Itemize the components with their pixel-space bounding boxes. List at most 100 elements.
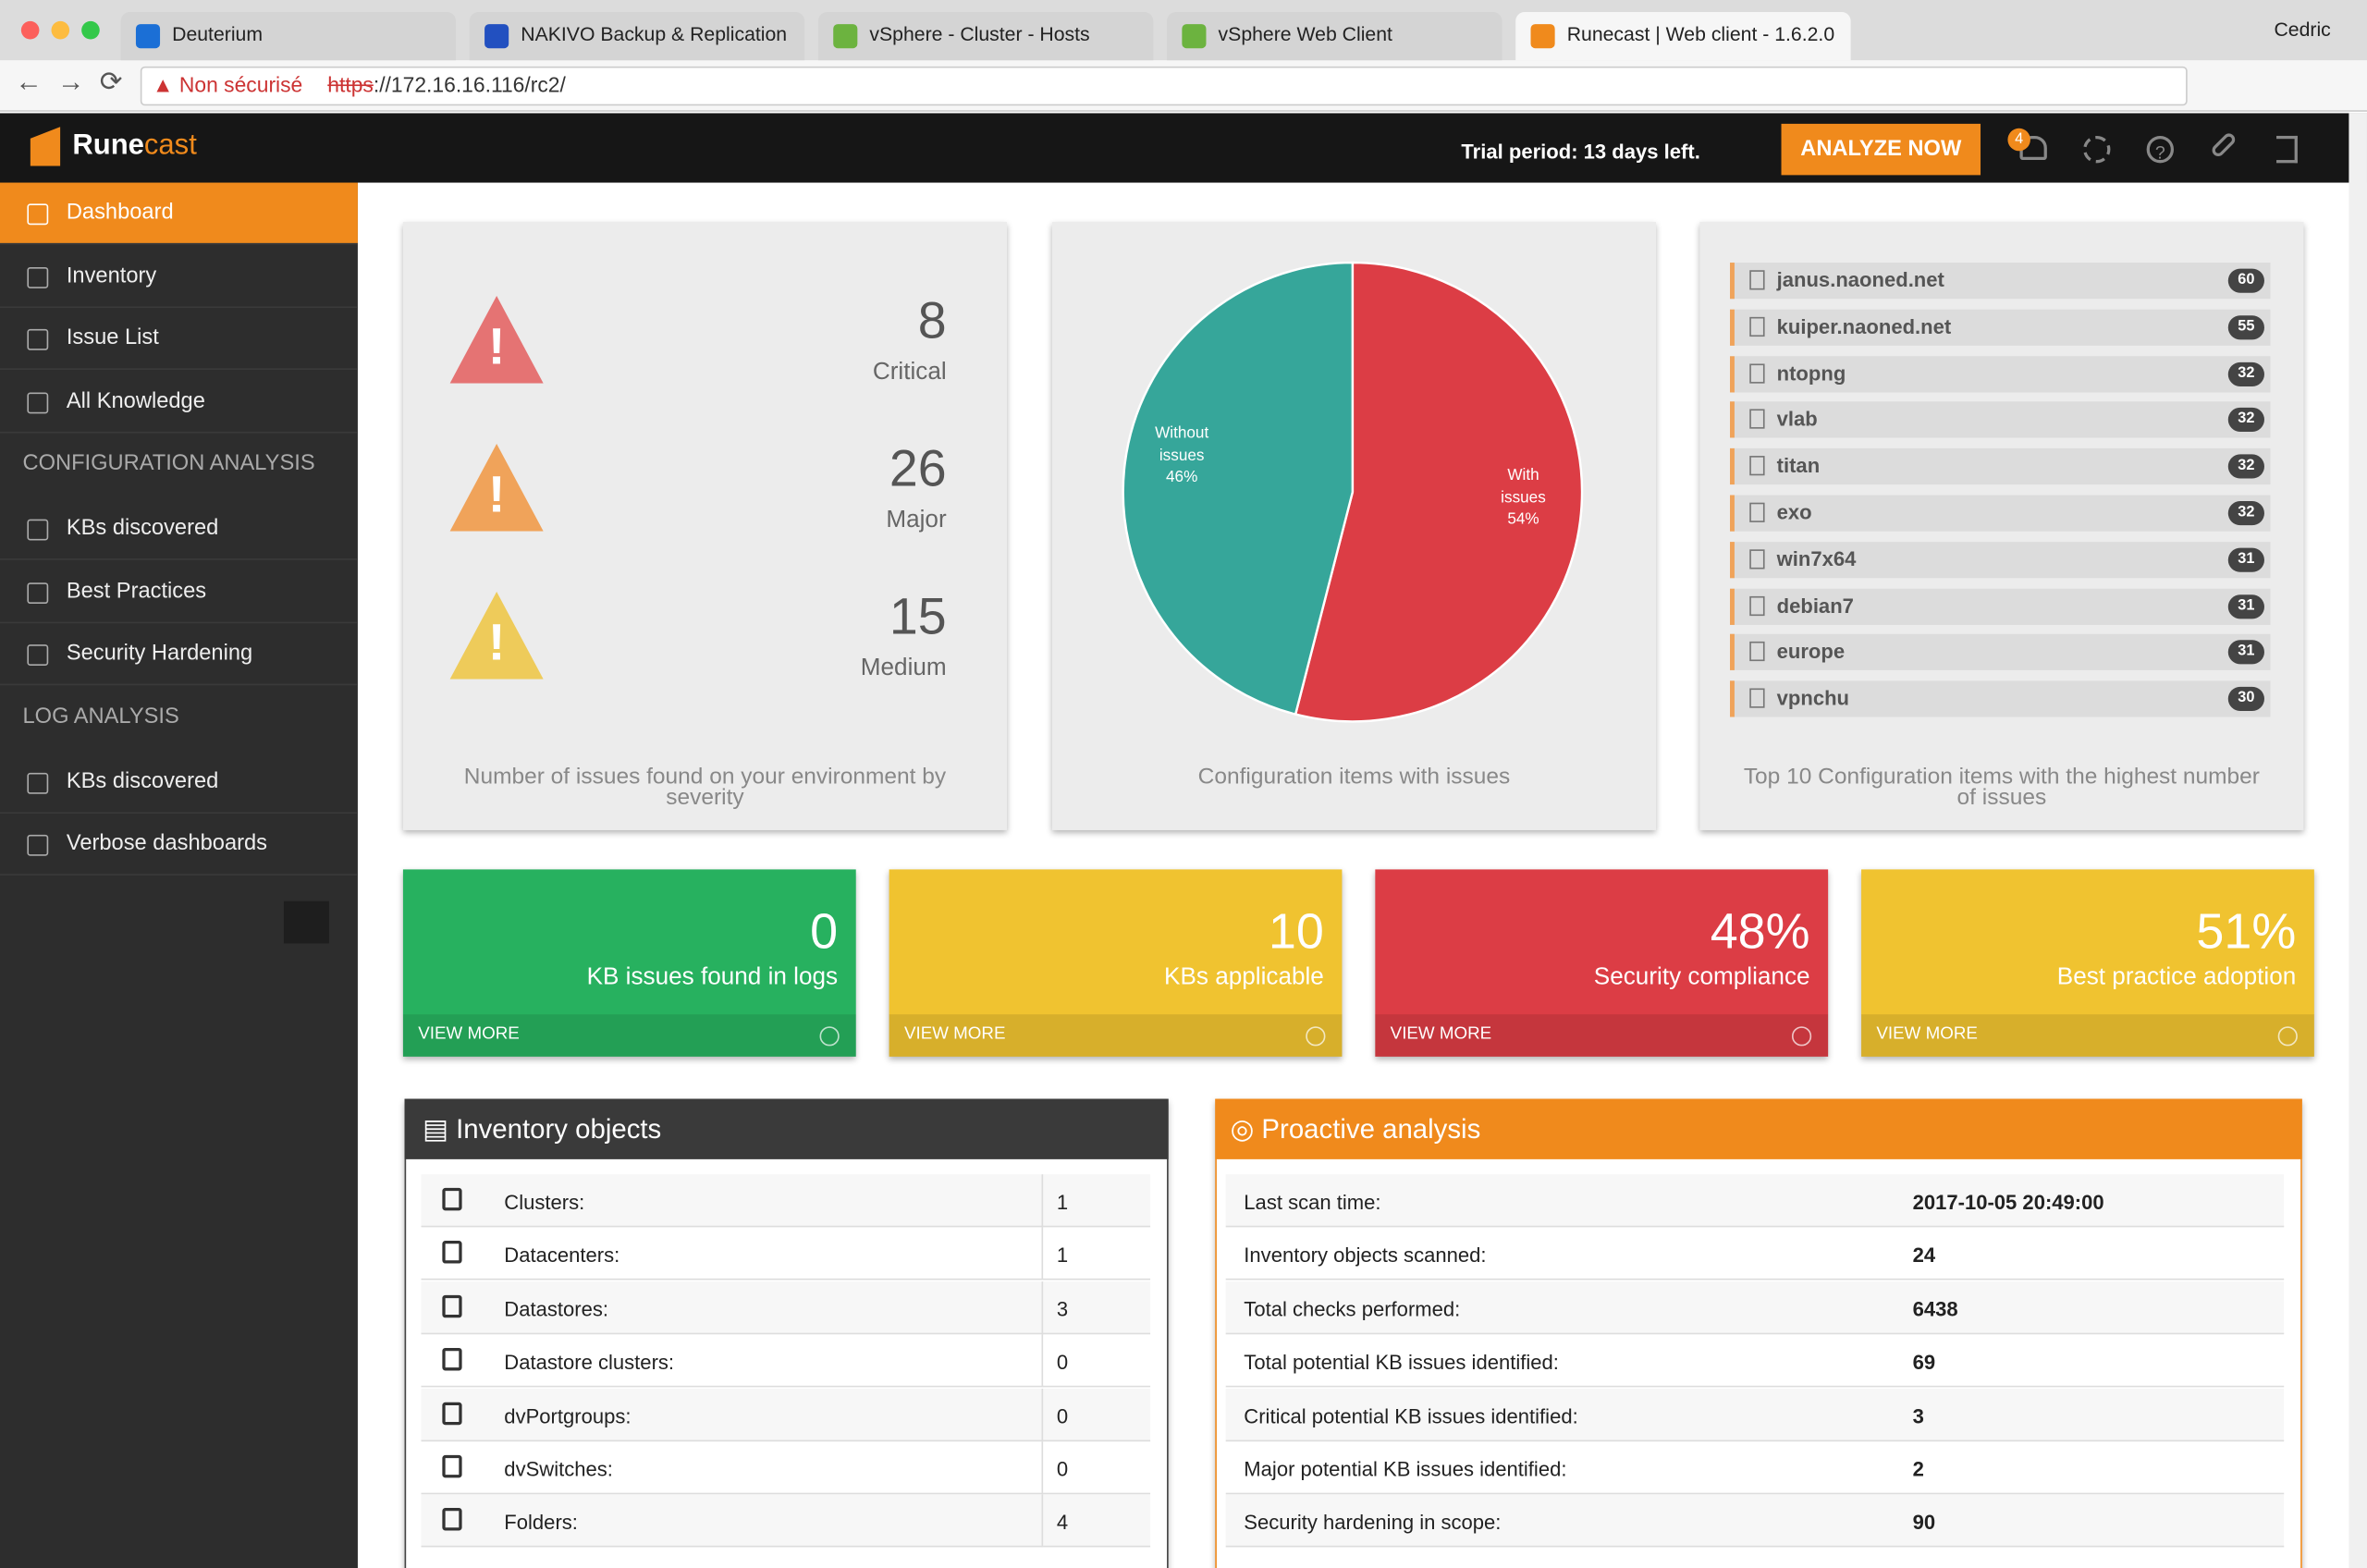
col-divider bbox=[1041, 1494, 1044, 1549]
sidebar-icon bbox=[27, 328, 49, 350]
tile-value: 0 bbox=[810, 902, 839, 959]
table-row bbox=[1225, 1388, 2285, 1441]
top10-name[interactable]: titan bbox=[1776, 454, 1821, 478]
row-label: Datastore clusters: bbox=[504, 1351, 675, 1375]
table-row bbox=[421, 1441, 1151, 1495]
sidebar-item[interactable]: KBs discovered bbox=[0, 751, 358, 814]
table-row bbox=[421, 1228, 1151, 1281]
tab-icon bbox=[135, 24, 161, 49]
top10-count: 30 bbox=[2227, 687, 2264, 712]
inventory-title: Inventory objects bbox=[456, 1113, 662, 1145]
max-dot[interactable] bbox=[81, 20, 100, 40]
row-value: 90 bbox=[1912, 1511, 1936, 1535]
sidebar-item[interactable]: Issue List bbox=[0, 308, 358, 370]
close-dot[interactable] bbox=[20, 20, 40, 40]
row-value: 2 bbox=[1912, 1458, 1924, 1481]
sidebar-section: CONFIGURATION ANALYSIS bbox=[22, 451, 315, 476]
top10-count: 31 bbox=[2227, 640, 2264, 666]
sidebar-item[interactable]: All Knowledge bbox=[0, 371, 358, 433]
sidebar-item[interactable]: KBs discovered bbox=[0, 498, 358, 560]
tile-link[interactable]: VIEW MORE bbox=[1876, 1024, 1978, 1044]
col-divider bbox=[1041, 1334, 1044, 1388]
top10-icon bbox=[1749, 316, 1765, 337]
top10-icon bbox=[1749, 502, 1765, 522]
top10-count: 32 bbox=[2227, 501, 2264, 526]
top10-row bbox=[1730, 309, 2271, 346]
row-value: 24 bbox=[1912, 1243, 1936, 1268]
sidebar-icon bbox=[27, 772, 49, 793]
top10-count: 55 bbox=[2227, 314, 2264, 340]
top10-name[interactable]: kuiper.naoned.net bbox=[1776, 314, 1952, 338]
user: Cedric bbox=[2274, 18, 2331, 42]
top10-name[interactable]: exo bbox=[1776, 501, 1812, 524]
sidebar-section: LOG ANALYSIS bbox=[22, 704, 179, 729]
top10-icon bbox=[1749, 270, 1765, 290]
tile-arrow bbox=[819, 1026, 840, 1047]
pie-slice[interactable] bbox=[1294, 261, 1584, 723]
url-rest: ://172.16.16.116/rc2/ bbox=[373, 72, 566, 97]
top10-row bbox=[1730, 401, 2271, 439]
top10-icon bbox=[1749, 362, 1765, 384]
tile-link[interactable]: VIEW MORE bbox=[418, 1024, 520, 1044]
row-value: 69 bbox=[1912, 1351, 1936, 1375]
logout-icon[interactable] bbox=[2276, 135, 2298, 164]
tile-link[interactable]: VIEW MORE bbox=[903, 1024, 1006, 1044]
tab[interactable]: vSphere - Cluster - Hosts bbox=[817, 12, 1154, 61]
pie-slice[interactable] bbox=[1122, 261, 1355, 717]
severity-count: 8 bbox=[917, 292, 947, 350]
table-row bbox=[421, 1494, 1151, 1549]
notification-badge: 4 bbox=[2007, 128, 2030, 152]
tile-value: 48% bbox=[1710, 902, 1810, 959]
sidebar-item[interactable]: Security Hardening bbox=[0, 623, 358, 686]
tile bbox=[889, 869, 1343, 1057]
sidebar-icon bbox=[27, 391, 49, 413]
top10-name[interactable]: janus.naoned.net bbox=[1776, 268, 1944, 292]
settings-icon[interactable] bbox=[2083, 135, 2111, 164]
top10-name[interactable]: vlab bbox=[1776, 408, 1818, 431]
nav-buttons[interactable]: ← → ⟳ bbox=[15, 66, 123, 97]
tab[interactable]: NAKIVO Backup & Replication bbox=[469, 12, 805, 61]
top10-row bbox=[1730, 634, 2271, 671]
min-dot[interactable] bbox=[51, 20, 70, 40]
sidebar-item[interactable]: Inventory bbox=[0, 245, 358, 308]
address-bar[interactable] bbox=[140, 66, 2188, 106]
tile-arrow bbox=[1306, 1026, 1326, 1047]
tab[interactable]: Deuterium bbox=[120, 12, 457, 61]
help-icon[interactable]: ? bbox=[2146, 135, 2175, 164]
menu-toggle[interactable] bbox=[283, 900, 329, 944]
sidebar-item[interactable]: Dashboard bbox=[0, 182, 358, 245]
table-row bbox=[1225, 1228, 2285, 1281]
sidebar-item[interactable]: Best Practices bbox=[0, 561, 358, 623]
tile-footer bbox=[1375, 1014, 1829, 1057]
row-icon bbox=[442, 1454, 462, 1478]
tile bbox=[402, 869, 856, 1057]
top10-name[interactable]: ntopng bbox=[1776, 361, 1846, 385]
tile-footer bbox=[1861, 1014, 2314, 1057]
severity-label: Medium bbox=[860, 655, 947, 681]
top10-name[interactable]: debian7 bbox=[1776, 594, 1854, 618]
tile-label: Security compliance bbox=[1593, 964, 1810, 991]
top10-row bbox=[1730, 541, 2271, 578]
sidebar-item[interactable]: Verbose dashboards bbox=[0, 814, 358, 876]
sidebar-icon bbox=[27, 834, 49, 856]
brand-a: Rune bbox=[72, 129, 144, 162]
row-label: Total potential KB issues identified: bbox=[1244, 1351, 1559, 1375]
severity-count: 26 bbox=[889, 440, 947, 498]
tab[interactable]: Runecast | Web client - 1.6.2.0 bbox=[1515, 12, 1851, 61]
row-icon bbox=[442, 1348, 462, 1371]
top10-name[interactable]: win7x64 bbox=[1776, 547, 1857, 570]
table-row bbox=[1225, 1441, 2285, 1495]
sidebar-icon bbox=[27, 644, 49, 666]
tile-link[interactable]: VIEW MORE bbox=[1390, 1024, 1492, 1044]
top10-row bbox=[1730, 448, 2271, 485]
top10-row bbox=[1730, 588, 2271, 625]
brand-b: cast bbox=[143, 129, 197, 162]
top10-name[interactable]: vpnchu bbox=[1776, 687, 1850, 710]
brand[interactable]: Runecast bbox=[72, 129, 196, 163]
top10-name[interactable]: europe bbox=[1776, 640, 1846, 664]
tab[interactable]: vSphere Web Client bbox=[1167, 12, 1502, 61]
analyze-button[interactable]: ANALYZE NOW bbox=[1781, 123, 1981, 176]
pie-label: With issues bbox=[1501, 466, 1546, 508]
top10-count: 32 bbox=[2227, 408, 2264, 433]
table-row bbox=[1225, 1280, 2285, 1334]
